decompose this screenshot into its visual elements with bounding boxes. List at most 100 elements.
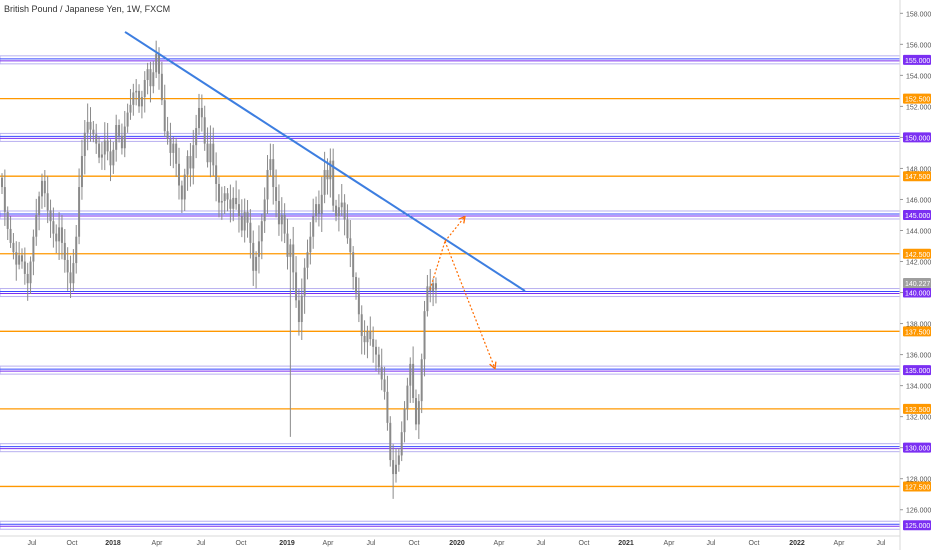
candle-body	[215, 165, 218, 184]
candle-body	[295, 272, 298, 301]
time-tick-label: Jul	[877, 540, 886, 547]
candle-body	[98, 143, 101, 158]
price-axis: 158.000 156.000 154.000 152.000 150.000 148.0…	[899, 0, 931, 550]
candle-body	[46, 193, 49, 211]
candle-body	[426, 286, 429, 312]
level-price-label: 150.000	[905, 135, 930, 142]
candle-body	[200, 107, 203, 118]
candle-body	[152, 72, 155, 87]
price-tick-label: 152.000	[906, 104, 931, 111]
candle-body	[414, 398, 417, 425]
level-price-label: 152.500	[905, 97, 930, 104]
candle-body	[380, 367, 383, 380]
candle-body	[332, 160, 335, 206]
candle-body	[394, 464, 397, 475]
candle-body	[335, 205, 338, 217]
support-resistance-zone	[0, 288, 901, 298]
time-tick-label: Apr	[664, 540, 676, 547]
level-price-label: 127.500	[905, 484, 930, 491]
price-tick-label: 146.000	[906, 197, 931, 204]
candle-body	[26, 273, 29, 284]
chart-title: British Pound / Japanese Yen, 1W, FXCM	[4, 4, 171, 14]
candle-body	[6, 211, 9, 229]
candle-body	[109, 151, 112, 166]
candle-body	[275, 187, 278, 202]
candle-body	[375, 346, 378, 355]
candle-body	[243, 211, 246, 231]
time-tick-label: Jul	[28, 540, 37, 547]
candle-series	[1, 40, 437, 499]
candle-body	[163, 100, 166, 132]
candle-body	[75, 236, 78, 264]
projection-arrow-up-head	[458, 215, 466, 224]
candle-body	[400, 432, 403, 456]
time-tick-label: 2022	[789, 540, 805, 547]
price-tick-label: 142.000	[906, 260, 931, 267]
candle-body	[20, 255, 23, 262]
candle-body	[280, 214, 283, 225]
candle-body	[246, 211, 249, 223]
candle-body	[89, 121, 92, 130]
candle-body	[120, 135, 123, 149]
time-tick-label: Jul	[707, 540, 716, 547]
price-tick-label: 154.000	[906, 73, 931, 80]
level-price-label: 155.000	[905, 58, 930, 65]
candle-body	[206, 143, 209, 163]
candle-body	[192, 145, 195, 169]
candle-body	[83, 132, 86, 157]
level-price-label: 130.000	[905, 446, 930, 453]
candle-body	[340, 202, 343, 208]
candle-body	[317, 204, 320, 214]
candle-body	[352, 252, 355, 278]
candle-body	[392, 460, 395, 475]
candle-body	[212, 143, 215, 166]
candle-body	[12, 242, 15, 253]
candle-body	[138, 90, 141, 107]
support-resistance-zone	[0, 132, 901, 142]
candle-body	[266, 169, 269, 200]
candle-body	[160, 73, 163, 101]
level-price-badge	[903, 209, 931, 220]
candle-body	[363, 335, 366, 343]
candle-body	[232, 197, 235, 209]
projection-leg-up	[429, 241, 446, 290]
candle-body	[260, 221, 263, 242]
level-price-badge	[903, 171, 931, 182]
candle-body	[409, 363, 412, 386]
candle-body	[103, 140, 106, 155]
candle-body	[29, 261, 32, 284]
candle-body	[1, 177, 3, 188]
candle-body	[386, 391, 389, 423]
level-price-label: 135.000	[905, 368, 930, 375]
candle-body	[357, 292, 360, 315]
candle-body	[209, 143, 212, 163]
time-tick-label: 2021	[618, 540, 634, 547]
candle-body	[49, 210, 52, 222]
candle-body	[92, 129, 95, 135]
candle-body	[337, 207, 340, 217]
level-price-label: 145.000	[905, 213, 930, 220]
support-resistance-zone	[0, 520, 901, 530]
candle-body	[320, 194, 323, 214]
level-price-badge	[903, 403, 931, 414]
candle-body	[420, 359, 423, 402]
candle-body	[297, 300, 300, 323]
candle-body	[140, 97, 143, 107]
price-tick-label: 148.000	[906, 166, 931, 173]
current-price-label: 140.227	[905, 281, 930, 288]
candle-body	[63, 242, 66, 260]
candle-body	[129, 104, 132, 113]
time-tick-label: 2020	[449, 540, 465, 547]
candle-body	[289, 244, 292, 257]
candle-body	[263, 199, 266, 222]
price-tick-label: 134.000	[906, 384, 931, 391]
price-tick-label: 132.000	[906, 415, 931, 422]
candle-body	[40, 180, 43, 197]
candle-body	[226, 193, 229, 200]
candle-body	[309, 236, 312, 253]
candle-body	[178, 163, 181, 186]
candle-body	[312, 216, 315, 237]
candle-body	[106, 140, 109, 152]
candle-body	[38, 196, 41, 215]
